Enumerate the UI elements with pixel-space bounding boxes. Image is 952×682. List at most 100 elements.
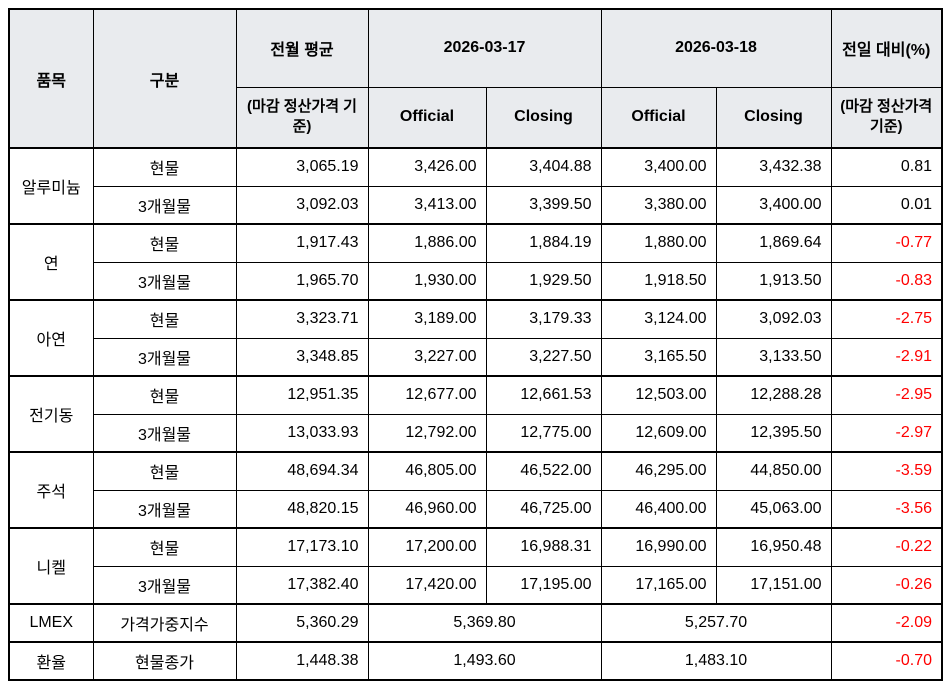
summary-row: LMEX 가격가중지수 5,360.29 5,369.80 5,257.70 -2.09 — [8, 603, 943, 643]
price-cell: 44,850.00 — [715, 451, 832, 491]
summary-row: 환율 현물종가 1,448.38 1,493.60 1,483.10 -0.70 — [8, 641, 943, 681]
table-row: 3개월물 48,820.15 46,960.00 46,725.00 46,400.00… — [9, 489, 943, 529]
table-row: 3개월물 13,033.93 12,792.00 12,775.00 12,609.00… — [9, 413, 943, 453]
item-cell: 알루미늄 — [8, 147, 94, 225]
price-cell: 3,426.00 — [367, 147, 487, 187]
change-cell: -2.09 — [830, 603, 943, 643]
price-cell: 46,805.00 — [367, 451, 487, 491]
price-cell: 17,382.40 — [235, 565, 369, 605]
change-cell: -3.56 — [830, 489, 943, 529]
table-row: 아연 현물 3,323.71 3,189.00 3,179.33 3,124.00 3,09… — [8, 299, 943, 377]
price-cell: 17,165.00 — [600, 565, 717, 605]
price-cell: 1,884.19 — [485, 223, 602, 263]
change-cell: -0.77 — [830, 223, 943, 263]
table-row: 주석 현물 48,694.34 46,805.00 46,522.00 46,295.00… — [8, 451, 943, 529]
price-cell: 46,725.00 — [485, 489, 602, 529]
change-cell: -3.59 — [830, 451, 943, 491]
category-cell: 현물종가 — [92, 641, 237, 681]
table-row: 전기동 현물 12,951.35 12,677.00 12,661.53 12,503.0… — [8, 375, 943, 453]
item-cell: 니켈 — [8, 527, 94, 605]
category-cell: 현물 — [92, 527, 237, 567]
header-change-sub: (마감 정산가격 기준) — [830, 86, 943, 149]
price-cell: 3,404.88 — [485, 147, 602, 187]
price-cell: 45,063.00 — [715, 489, 832, 529]
header-date-1: 2026-03-17 — [367, 8, 602, 88]
header-official-1: Official — [367, 86, 487, 149]
category-cell: 3개월물 — [92, 565, 237, 605]
price-cell: 3,165.50 — [600, 337, 717, 377]
header-prev-avg: 전월 평균 — [235, 8, 369, 88]
price-cell: 3,400.00 — [715, 185, 832, 225]
header-row-2: (마감 정산가격 기준) Official Closing Official C… — [9, 86, 943, 149]
price-cell: 1,930.00 — [367, 261, 487, 301]
category-cell: 3개월물 — [92, 261, 237, 301]
price-cell: 46,400.00 — [600, 489, 717, 529]
price-cell: 1,880.00 — [600, 223, 717, 263]
change-cell: -2.75 — [830, 299, 943, 339]
category-cell: 현물 — [92, 299, 237, 339]
item-cell: 전기동 — [8, 375, 94, 453]
price-cell: 12,792.00 — [367, 413, 487, 453]
category-cell: 3개월물 — [92, 413, 237, 453]
price-cell: 3,227.00 — [367, 337, 487, 377]
category-cell: 가격가중지수 — [92, 603, 237, 643]
item-cell: 주석 — [8, 451, 94, 529]
price-cell: 1,965.70 — [235, 261, 369, 301]
change-cell: 0.81 — [830, 147, 943, 187]
date2-merged-cell: 5,257.70 — [600, 603, 832, 643]
price-cell: 3,413.00 — [367, 185, 487, 225]
change-cell: -2.97 — [830, 413, 943, 453]
price-cell: 3,124.00 — [600, 299, 717, 339]
change-cell: -2.91 — [830, 337, 943, 377]
price-cell: 1,886.00 — [367, 223, 487, 263]
price-cell: 3,189.00 — [367, 299, 487, 339]
category-cell: 3개월물 — [92, 489, 237, 529]
price-cell: 13,033.93 — [235, 413, 369, 453]
price-cell: 12,951.35 — [235, 375, 369, 415]
table-row: 니켈 현물 17,173.10 17,200.00 16,988.31 16,990.00… — [8, 527, 943, 605]
price-cell: 17,195.00 — [485, 565, 602, 605]
category-cell: 현물 — [92, 147, 237, 187]
price-cell: 46,522.00 — [485, 451, 602, 491]
header-item: 품목 — [8, 8, 94, 149]
price-cell: 3,380.00 — [600, 185, 717, 225]
price-cell: 3,399.50 — [485, 185, 602, 225]
price-cell: 48,694.34 — [235, 451, 369, 491]
table-row: 3개월물 17,382.40 17,420.00 17,195.00 17,165.00… — [9, 565, 943, 605]
header-closing-2: Closing — [715, 86, 832, 149]
price-cell: 17,420.00 — [367, 565, 487, 605]
price-cell: 3,179.33 — [485, 299, 602, 339]
price-cell: 3,092.03 — [235, 185, 369, 225]
header-change: 전일 대비(%) — [830, 8, 943, 88]
change-cell: -0.70 — [830, 641, 943, 681]
price-cell: 12,677.00 — [367, 375, 487, 415]
date1-merged-cell: 5,369.80 — [367, 603, 602, 643]
price-cell: 1,917.43 — [235, 223, 369, 263]
price-cell: 17,173.10 — [235, 527, 369, 567]
price-cell: 17,151.00 — [715, 565, 832, 605]
category-cell: 현물 — [92, 451, 237, 491]
price-cell: 16,950.48 — [715, 527, 832, 567]
change-cell: 0.01 — [830, 185, 943, 225]
price-cell: 46,295.00 — [600, 451, 717, 491]
header-official-2: Official — [600, 86, 717, 149]
item-cell: LMEX — [8, 603, 94, 643]
price-cell: 12,661.53 — [485, 375, 602, 415]
price-cell: 3,092.03 — [715, 299, 832, 339]
price-cell: 1,869.64 — [715, 223, 832, 263]
header-closing-1: Closing — [485, 86, 602, 149]
change-cell: -0.26 — [830, 565, 943, 605]
category-cell: 3개월물 — [92, 337, 237, 377]
price-cell: 12,609.00 — [600, 413, 717, 453]
item-cell: 환율 — [8, 641, 94, 681]
price-cell: 12,395.50 — [715, 413, 832, 453]
category-cell: 3개월물 — [92, 185, 237, 225]
category-cell: 현물 — [92, 375, 237, 415]
price-cell: 5,360.29 — [235, 603, 369, 643]
header-row-1: 품목 구분 전월 평균 2026-03-17 2026-03-18 전일 대비(… — [8, 8, 943, 149]
price-cell: 17,200.00 — [367, 527, 487, 567]
price-cell: 48,820.15 — [235, 489, 369, 529]
change-cell: -2.95 — [830, 375, 943, 415]
category-cell: 현물 — [92, 223, 237, 263]
